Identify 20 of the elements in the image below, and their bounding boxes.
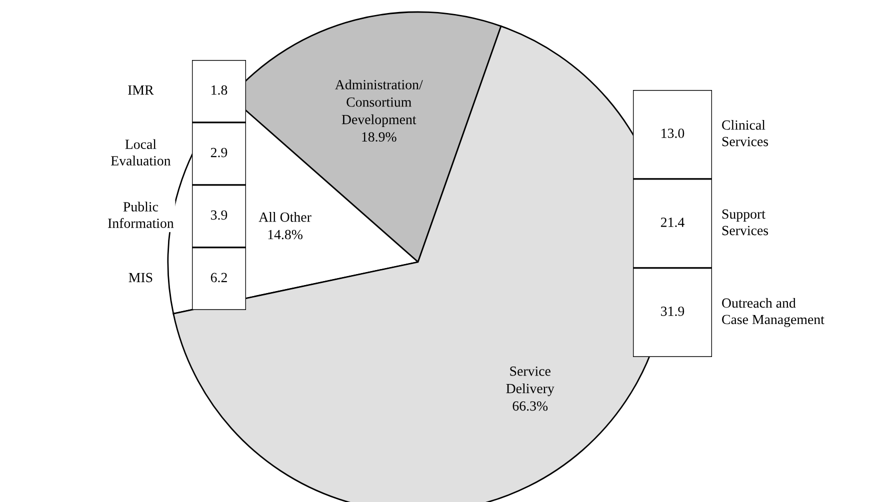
data-label: 14.8% xyxy=(268,230,302,240)
slice-label: All Other xyxy=(258,212,312,222)
data-label: 21.4 xyxy=(660,218,684,228)
data-label: 31.9 xyxy=(661,306,684,316)
category-label: Support Services xyxy=(722,209,768,236)
category-label: Outreach and Case Management xyxy=(722,298,824,328)
data-label: 3.9 xyxy=(210,210,228,220)
data-label: 13.0 xyxy=(662,128,684,138)
category-label: Clinical Services xyxy=(722,120,768,146)
data-label: 1.8 xyxy=(212,85,228,95)
category-label: IMR xyxy=(128,85,154,95)
data-label: 6.2 xyxy=(210,272,227,282)
data-label: 2.9 xyxy=(210,148,228,158)
slice-label: Service Delivery xyxy=(506,366,554,396)
category-label: Local Evaluation xyxy=(111,139,171,166)
data-label: 66.3% xyxy=(512,401,548,411)
category-label: Public Information xyxy=(108,202,174,228)
slice-label: Administration/ Consortium Development xyxy=(335,80,423,128)
category-label: MIS xyxy=(128,272,152,282)
data-label: 18.9% xyxy=(362,132,396,142)
